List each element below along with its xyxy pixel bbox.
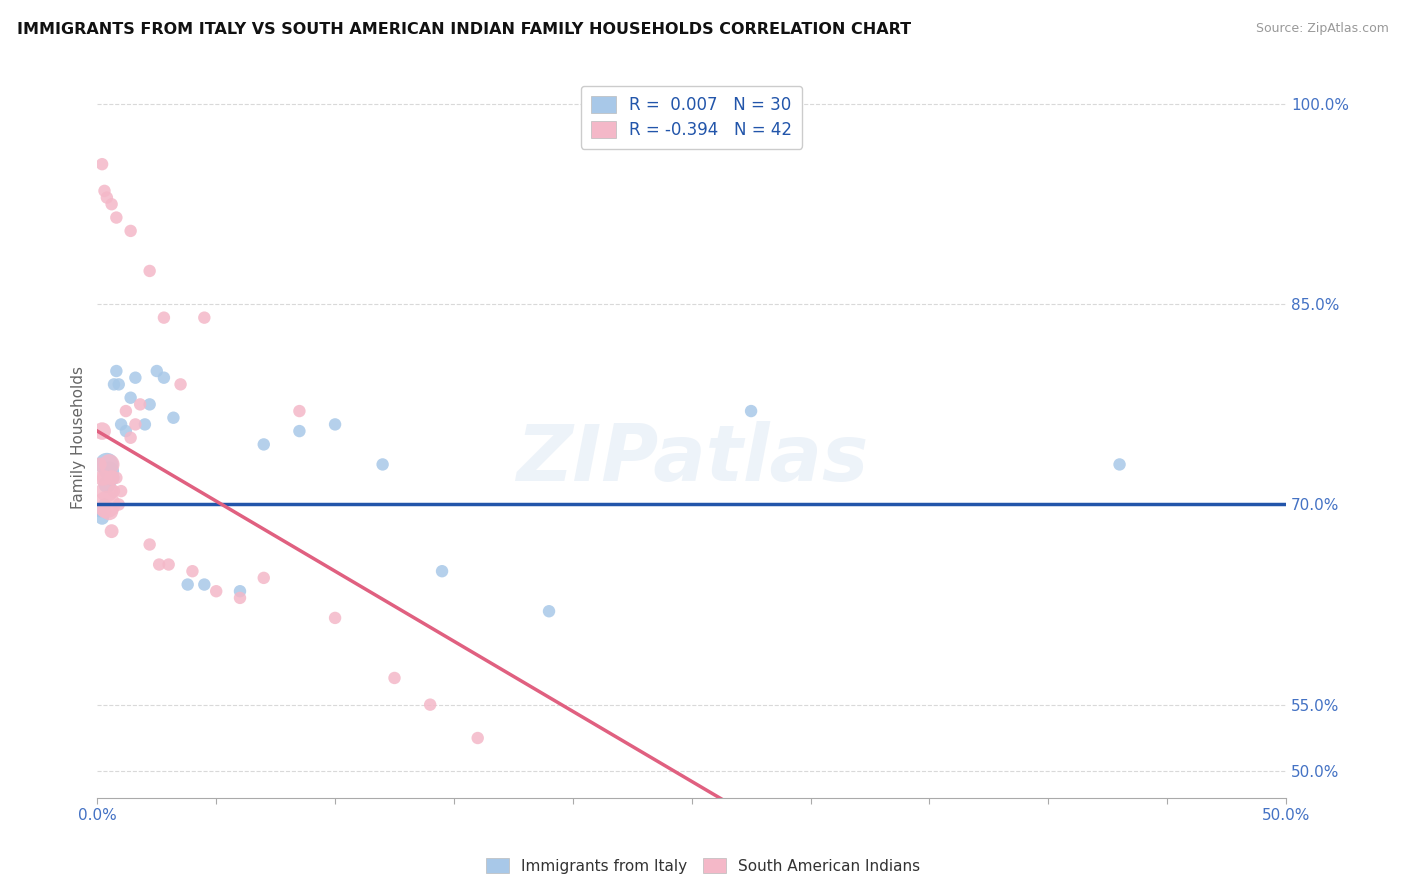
Point xyxy=(193,577,215,591)
Point xyxy=(138,537,160,551)
Text: Source: ZipAtlas.com: Source: ZipAtlas.com xyxy=(1256,22,1389,36)
Point xyxy=(153,310,176,325)
Point xyxy=(115,404,138,418)
Point xyxy=(740,404,762,418)
Point xyxy=(89,458,111,472)
Point xyxy=(100,197,122,211)
Point xyxy=(371,458,394,472)
Point xyxy=(430,564,453,578)
Point xyxy=(229,584,252,599)
Point xyxy=(100,471,122,485)
Point xyxy=(181,564,204,578)
Point xyxy=(148,558,170,572)
Point xyxy=(98,504,121,518)
Point xyxy=(288,424,311,438)
Point xyxy=(138,397,160,411)
Point xyxy=(96,477,118,491)
Point xyxy=(323,611,346,625)
Point xyxy=(1108,458,1130,472)
Y-axis label: Family Households: Family Households xyxy=(72,367,86,509)
Point xyxy=(129,397,152,411)
Point xyxy=(153,370,176,384)
Point xyxy=(107,498,129,512)
Point xyxy=(138,264,160,278)
Point xyxy=(93,498,115,512)
Point xyxy=(384,671,406,685)
Point xyxy=(91,157,114,171)
Point xyxy=(253,437,276,451)
Point xyxy=(124,370,146,384)
Point xyxy=(124,417,146,432)
Point xyxy=(467,731,489,745)
Point xyxy=(120,431,142,445)
Point xyxy=(120,391,142,405)
Point xyxy=(169,377,191,392)
Point xyxy=(162,410,184,425)
Point xyxy=(107,377,129,392)
Point xyxy=(193,310,215,325)
Point xyxy=(93,184,115,198)
Point xyxy=(105,471,128,485)
Point xyxy=(110,484,132,499)
Point xyxy=(110,417,132,432)
Point xyxy=(205,584,228,599)
Point xyxy=(134,417,156,432)
Point xyxy=(537,604,560,618)
Point xyxy=(157,558,180,572)
Point xyxy=(96,484,118,499)
Point xyxy=(120,224,142,238)
Point xyxy=(103,377,125,392)
Legend: Immigrants from Italy, South American Indians: Immigrants from Italy, South American In… xyxy=(479,852,927,880)
Point xyxy=(115,424,138,438)
Point xyxy=(728,818,751,832)
Point xyxy=(419,698,441,712)
Point xyxy=(229,591,252,605)
Point xyxy=(98,458,121,472)
Point xyxy=(96,498,118,512)
Point xyxy=(89,504,111,518)
Point xyxy=(146,364,169,378)
Text: ZIPatlas: ZIPatlas xyxy=(516,421,868,498)
Point xyxy=(288,404,311,418)
Point xyxy=(91,471,114,485)
Point xyxy=(91,424,114,438)
Point xyxy=(96,190,118,204)
Point xyxy=(105,364,128,378)
Point xyxy=(253,571,276,585)
Point xyxy=(98,464,121,478)
Point xyxy=(103,484,125,499)
Point xyxy=(176,577,198,591)
Point xyxy=(93,471,115,485)
Point xyxy=(105,211,128,225)
Legend: R =  0.007   N = 30, R = -0.394   N = 42: R = 0.007 N = 30, R = -0.394 N = 42 xyxy=(581,86,803,149)
Point xyxy=(91,511,114,525)
Point xyxy=(96,458,118,472)
Point xyxy=(100,524,122,538)
Point xyxy=(93,504,115,518)
Point xyxy=(100,471,122,485)
Point xyxy=(323,417,346,432)
Text: IMMIGRANTS FROM ITALY VS SOUTH AMERICAN INDIAN FAMILY HOUSEHOLDS CORRELATION CHA: IMMIGRANTS FROM ITALY VS SOUTH AMERICAN … xyxy=(17,22,911,37)
